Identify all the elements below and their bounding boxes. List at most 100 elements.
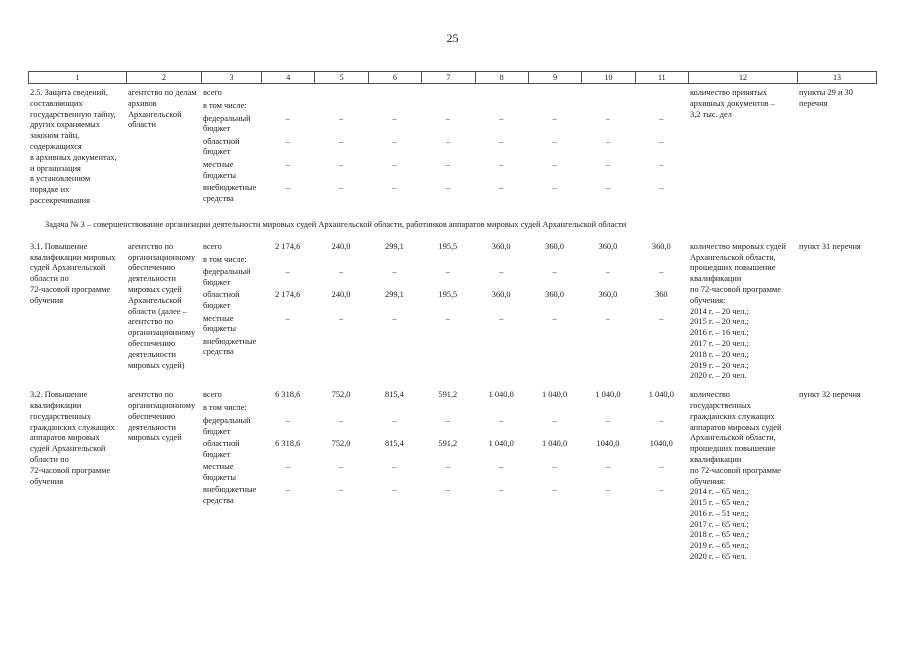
budget-type-label: федеральный бюджет <box>203 415 251 436</box>
amount-cell: 1040,0 <box>596 438 620 448</box>
amount-cell: 6 318,6 <box>275 390 301 400</box>
budget-type-label: областной бюджет <box>203 136 240 157</box>
amount-cell: – <box>659 113 664 123</box>
amount-cell: 360,0 <box>598 290 618 300</box>
finance-block: всего 2 174,6 240,0 299,1 195,5 360,0 360,0 360… <box>201 242 688 360</box>
amount-cell: 2 174,6 <box>275 241 301 251</box>
amount-cell: 752,0 <box>331 438 351 448</box>
table-row: 3.2. Повышение квалификации государствен… <box>28 386 878 563</box>
amount-cell: – <box>659 485 664 494</box>
finance-row: федеральный бюджет – – – – – – – – <box>201 114 688 136</box>
result-cell: количество мировых судей Архангельской о… <box>690 241 786 381</box>
ref-cell: пункты 29 и 30 перечня <box>799 88 853 108</box>
amount-cell: – <box>445 485 450 494</box>
amount-cell: – <box>659 159 664 169</box>
amount-cell: – <box>338 113 344 123</box>
budget-type-label: областной бюджет <box>203 438 240 459</box>
amount-cell: 240,0 <box>331 290 351 300</box>
amount-cell: – <box>659 136 664 146</box>
header-col-13: 13 <box>797 71 877 84</box>
amount-cell: 591,2 <box>438 390 458 400</box>
amount-cell: – <box>499 113 504 123</box>
ref-cell: пункт 32 перечня <box>799 390 861 400</box>
amount-cell: 6 318,6 <box>275 438 301 448</box>
finance-note: в том числе: <box>203 100 247 110</box>
amount-cell: – <box>499 485 504 494</box>
header-col-12: 12 <box>688 71 797 84</box>
finance-block: всего в том числе: федеральный бюджет – – – – –… <box>201 88 688 206</box>
result-cell: количество принятых архивных документов … <box>690 88 775 119</box>
amount-cell: – <box>552 485 557 494</box>
header-col-2: 2 <box>126 71 201 84</box>
header-col-10: 10 <box>581 71 635 84</box>
activity-cell: 3.2. Повышение квалификации государствен… <box>30 390 115 486</box>
amount-cell: 299,1 <box>385 241 404 251</box>
amount-cell: 240,0 <box>331 241 351 251</box>
amount-cell: 360,0 <box>545 290 564 300</box>
finance-row: областной бюджет 2 174,6 240,0 299,1 195,5 36… <box>201 290 688 312</box>
header-col-3: 3 <box>201 71 261 84</box>
amount-cell: – <box>338 415 344 425</box>
amount-cell: – <box>285 113 290 123</box>
measures-table: 1 2 3 4 5 6 7 8 9 10 11 12 13 2.5. Защит… <box>28 71 878 563</box>
amount-cell: – <box>552 415 557 425</box>
amount-cell: 299,1 <box>385 290 404 300</box>
amount-cell: 591,2 <box>438 438 458 448</box>
amount-cell: – <box>659 267 664 277</box>
amount-cell: – <box>552 313 557 323</box>
amount-cell: – <box>605 182 611 192</box>
amount-cell: 360,0 <box>651 241 671 251</box>
amount-cell: 815,4 <box>385 390 404 400</box>
amount-cell: – <box>392 182 397 192</box>
amount-cell: – <box>605 313 611 323</box>
amount-cell: – <box>285 182 290 192</box>
budget-type-label: областной бюджет <box>203 290 240 311</box>
amount-cell: – <box>499 461 504 471</box>
amount-cell: 1 040,0 <box>488 438 514 448</box>
table-row: 2.5. Защита сведений, составляющих госуд… <box>28 84 878 207</box>
header-col-6: 6 <box>367 71 422 84</box>
header-col-9: 9 <box>527 71 582 84</box>
amount-cell: 360 <box>655 290 668 300</box>
amount-cell: – <box>552 136 557 146</box>
amount-cell: – <box>445 267 450 277</box>
amount-cell: – <box>605 113 611 123</box>
budget-type-label: федеральный бюджет <box>203 113 251 134</box>
amount-cell: 752,0 <box>331 390 351 400</box>
amount-cell: 360,0 <box>545 241 564 251</box>
amount-cell: – <box>499 313 504 323</box>
amount-cell: – <box>392 113 397 123</box>
amount-cell: – <box>285 461 290 471</box>
amount-cell: – <box>338 267 344 277</box>
budget-type-label: местные бюджеты <box>203 461 237 482</box>
amount-cell: – <box>445 113 450 123</box>
table-header-row: 1 2 3 4 5 6 7 8 9 10 11 12 13 <box>28 71 878 84</box>
amount-cell: – <box>552 113 557 123</box>
amount-cell: 1 040,0 <box>595 390 621 400</box>
amount-cell: – <box>338 159 344 169</box>
finance-row: внебюджетные средства <box>201 337 688 359</box>
budget-type-label: внебюджетные средства <box>203 336 257 357</box>
ref-cell: пункт 31 перечня <box>799 241 861 251</box>
header-col-4: 4 <box>261 71 315 84</box>
amount-cell: – <box>445 313 450 323</box>
amount-cell: – <box>605 485 611 494</box>
amount-cell: 195,5 <box>438 241 458 251</box>
amount-cell: – <box>445 136 450 146</box>
result-cell: количество государственных гражданских с… <box>690 390 782 562</box>
amount-cell: 1 040,0 <box>542 438 568 448</box>
finance-row: всего 6 318,6 752,0 815,4 591,2 1 040,0 1 040,… <box>201 390 688 401</box>
finance-block: всего 6 318,6 752,0 815,4 591,2 1 040,0 1 040,… <box>201 390 688 508</box>
amount-cell: 195,5 <box>438 290 458 300</box>
amount-cell: 815,4 <box>385 438 404 448</box>
amount-cell: – <box>392 267 397 277</box>
executor-cell: агентство по делам архивов Архангельской… <box>128 88 197 130</box>
amount-cell: – <box>338 136 344 146</box>
amount-cell: – <box>552 159 557 169</box>
budget-type-label: внебюджетные средства <box>203 182 257 203</box>
finance-row: внебюджетные средства – – – – – – – – <box>201 183 688 205</box>
finance-row: федеральный бюджет – – – – – – – – <box>201 267 688 289</box>
finance-note: в том числе: <box>203 402 247 412</box>
amount-cell: – <box>338 485 344 494</box>
amount-cell: 2 174,6 <box>275 290 301 300</box>
